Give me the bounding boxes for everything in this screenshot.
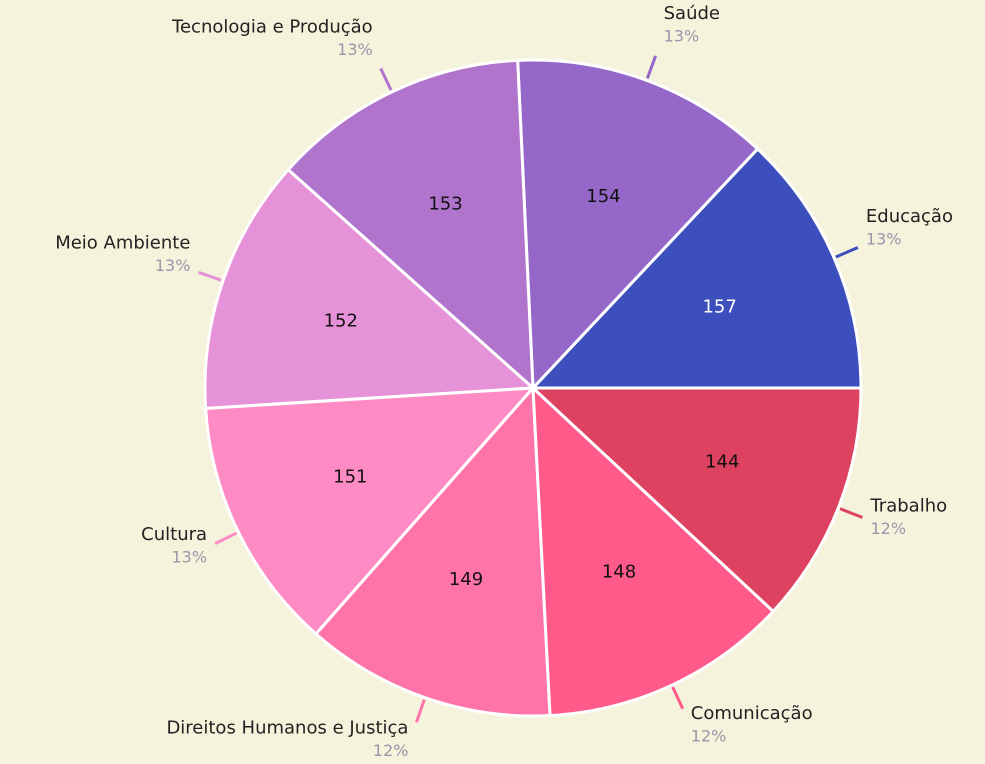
leader-line (671, 686, 685, 710)
pie-slice (286, 58, 535, 392)
leader-line (839, 507, 864, 519)
percent-label: 13% (664, 27, 700, 46)
value-label: 153 (428, 193, 462, 214)
category-label: Educação (866, 206, 953, 227)
percent-label: 12% (373, 741, 409, 760)
category-label: Direitos Humanos e Justiça (166, 718, 408, 739)
value-label: 144 (705, 451, 739, 472)
pie-slice (516, 58, 760, 392)
pie-slice (204, 386, 537, 637)
category-label: Trabalho (869, 495, 947, 516)
value-label: 151 (333, 466, 367, 487)
percent-label: 13% (171, 547, 207, 566)
leader-line (197, 270, 222, 282)
value-label: 157 (702, 296, 736, 317)
pie-slice (529, 146, 863, 390)
pie-slice (531, 384, 776, 718)
pie-slice (313, 384, 552, 718)
leader-line (379, 67, 393, 91)
leader-line (645, 55, 658, 79)
leader-line (415, 699, 426, 723)
category-label: Comunicação (691, 703, 813, 724)
leader-line (835, 246, 859, 259)
pie-slice (529, 386, 863, 614)
percent-label: 13% (155, 256, 191, 275)
percent-label: 13% (866, 230, 902, 249)
percent-label: 12% (870, 519, 906, 538)
category-label: Meio Ambiente (55, 232, 190, 253)
percent-label: 12% (691, 726, 727, 745)
percent-label: 13% (337, 40, 373, 59)
category-label: Tecnologia e Produção (171, 16, 373, 37)
value-label: 154 (586, 186, 620, 207)
category-label: Cultura (141, 524, 207, 545)
category-label: Saúde (664, 3, 720, 24)
value-label: 149 (449, 569, 483, 590)
pie-slice (203, 167, 537, 411)
value-label: 148 (602, 561, 636, 582)
value-label: 152 (324, 311, 358, 332)
leader-line (214, 531, 238, 545)
